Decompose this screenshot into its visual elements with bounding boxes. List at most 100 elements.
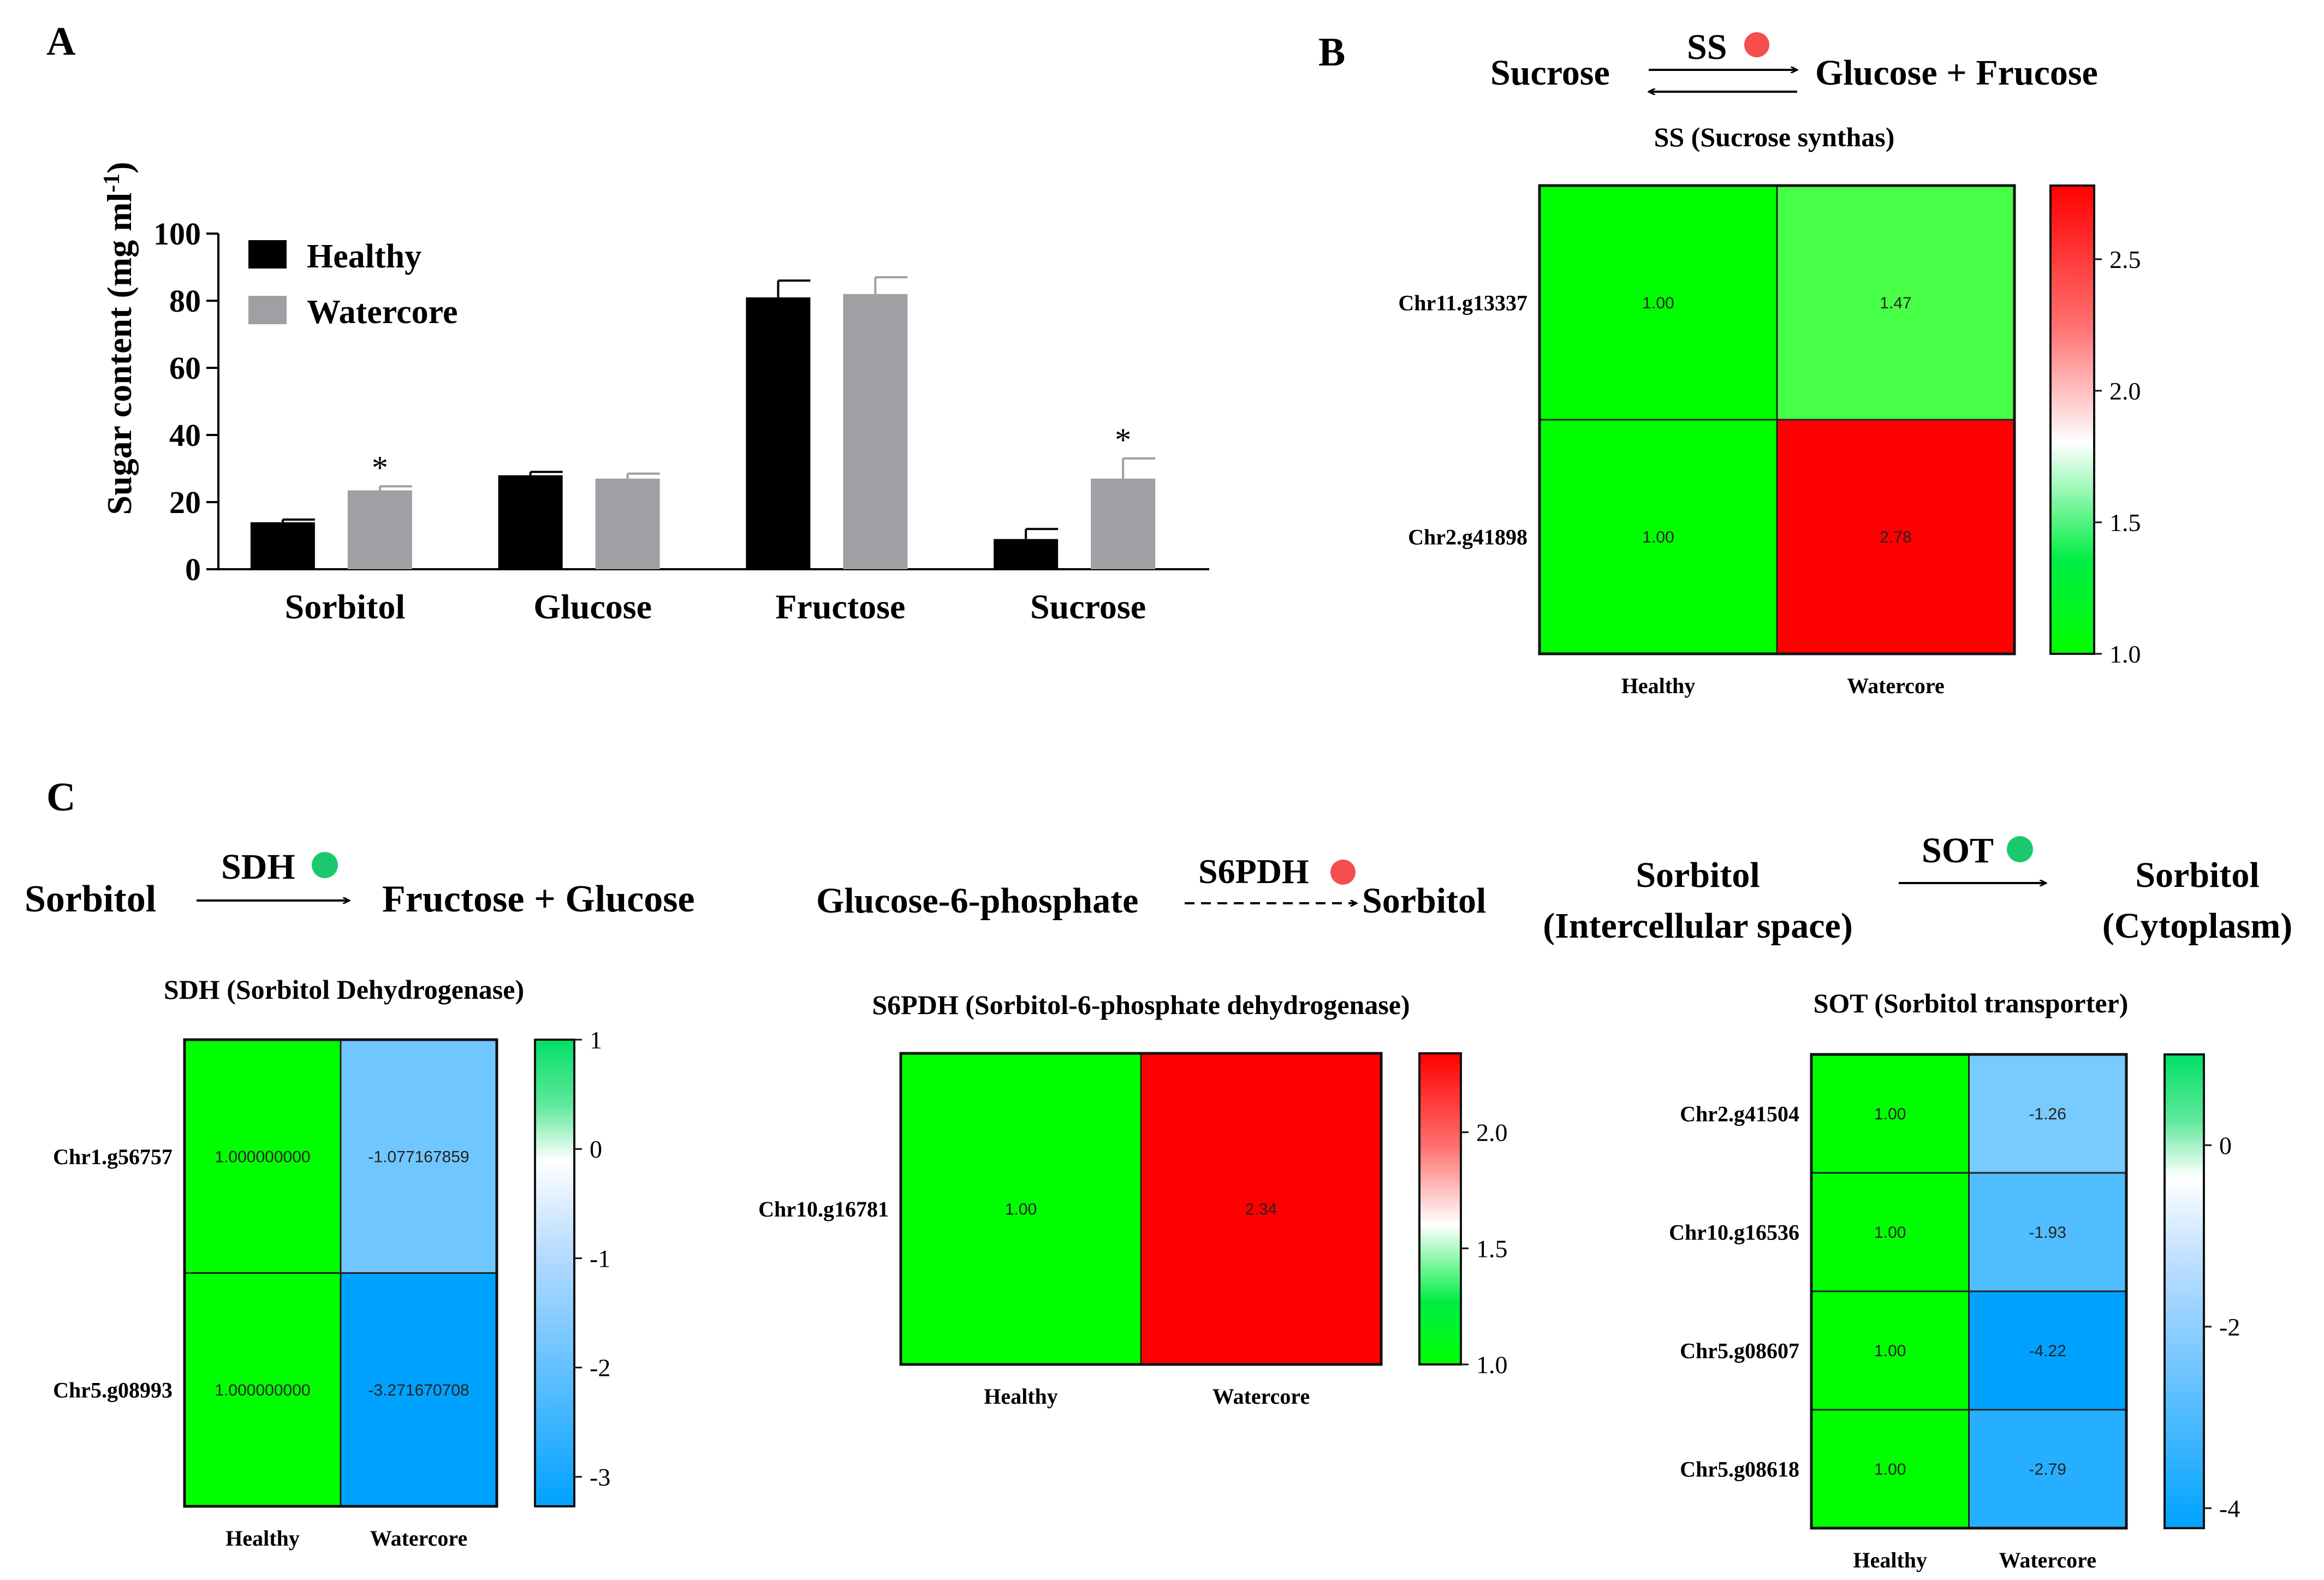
significance-marker: * [1115,422,1131,458]
x-tick-label: Fructose [775,587,905,626]
heatmap-cell [1538,184,1778,421]
y-tick-label: 20 [169,485,201,520]
x-tick-label: Glucose [533,587,652,626]
reaction-sot-caption: SOT (Sorbitol transporter) [1814,988,2129,1018]
heatmap-cell [1810,1053,1970,1174]
colorbar [2163,1053,2205,1529]
sugar-content-bar-chart: 0 20 40 60 80 100 Sorbitol Glucose Fructose Sucr… [99,162,1209,626]
x-tick-label: Sorbitol [285,587,405,626]
heatmap-sot: 1.00 -1.26 Chr2.g41504 1.00 -1.93 Chr10.g1653… [1669,1053,2240,1572]
heatmap-cell-value: -2.79 [2029,1460,2066,1478]
y-axis: 0 20 40 60 80 100 [153,216,219,587]
row-label: Chr5.g08993 [53,1378,173,1402]
heatmap-cell-value: 2.34 [1245,1201,1277,1219]
heatmap-cell [340,1039,498,1274]
colorbar [2049,184,2095,655]
heatmap-cell-value: 2.78 [1880,528,1911,546]
column-label: Healthy [1621,673,1696,698]
colorbar-tick-label: 2.0 [2109,377,2141,405]
heatmap-s6pdh: 1.00 2.34 Chr10.g16781 Healthy Watercore 2.0 1… [758,1052,1508,1409]
bar-healthy [994,539,1059,569]
bar-watercore [347,490,412,569]
column-label: Watercore [1999,1548,2096,1572]
reaction-ss-caption: SS (Sucrose synthas) [1654,122,1895,152]
colorbar-tick-label: -2 [2219,1313,2240,1341]
row-label: Chr5.g08618 [1680,1457,1799,1482]
colorbar-tick-label: -3 [590,1463,610,1491]
reaction-ss: Sucrose SS Glucose + Frucose SS (Sucrose… [1490,27,2098,152]
colorbar-tick-label: 1 [590,1026,602,1054]
bars: ** [250,276,1156,569]
heatmap-cell-value: 1.00 [1874,1105,1906,1123]
colorbar-tick-label: -1 [590,1244,610,1272]
significance-marker: * [372,450,388,486]
heatmap-cell [1776,184,2016,421]
heatmap-cell-value: 1.00 [1642,528,1674,546]
legend-swatch-healthy [248,240,287,269]
y-tick-label: 100 [153,216,201,252]
heatmap-sdh: 1.000000000 -1.077167859 Chr1.g56757 1.0000… [53,1026,610,1551]
upregulated-dot-icon [1330,860,1356,885]
row-label: Chr11.g13337 [1398,291,1527,315]
column-label: Watercore [370,1526,467,1551]
heatmap-cell [1776,419,2016,655]
reaction-sot: Sorbitol (Intercellular space) SOT Sorbi… [1543,831,2292,1018]
heatmap-cell-value: -1.93 [2029,1224,2066,1242]
reaction-sot-enzyme: SOT [1922,831,1994,871]
x-tick-label: Sucrose [1030,587,1146,626]
heatmap-cell-value: 1.00 [1005,1201,1037,1219]
legend-label-watercore: Watercore [307,294,458,331]
colorbar-tick-label: 1.5 [2109,509,2141,536]
heatmap-cell [1968,1409,2127,1529]
column-label: Healthy [225,1526,300,1551]
colorbar-tick-label: 2.0 [1476,1119,1508,1147]
colorbar-tick-label: 0 [2219,1131,2232,1159]
heatmap-cell-value: 1.00 [1874,1224,1906,1242]
heatmap-cell-value: 1.47 [1880,294,1911,312]
y-axis-label: Sugar content (mg ml-1) [99,162,139,515]
legend-swatch-watercore [248,296,287,324]
heatmap-border [899,1052,1383,1366]
colorbar-tick-label: 1.0 [2109,640,2141,668]
heatmap-cell [1140,1052,1382,1366]
x-axis: Sorbitol Glucose Fructose Sucrose [218,568,1209,626]
column-label: Healthy [984,1384,1058,1409]
colorbar-tick-label: 2.5 [2109,246,2141,273]
reaction-sdh-substrate: Sorbitol [25,878,156,920]
bar-watercore [1091,478,1156,569]
heatmap-cell-value: 1.00 [1874,1342,1906,1360]
reaction-sot-product-location: (Cytoplasm) [2102,906,2292,946]
panel-label-c: C [46,775,75,820]
heatmap-cell-value: -1.077167859 [368,1148,469,1166]
bar-healthy [746,297,811,569]
reaction-ss-product: Glucose + Frucose [1815,53,2098,93]
colorbar-tick-label: -4 [2219,1494,2240,1522]
heatmap-ss: 1.00 1.47 Chr11.g13337 1.00 2.78 Chr2.g41898 H… [1398,184,2141,698]
y-tick-label: 80 [169,283,201,319]
legend: Healthy Watercore [248,238,458,331]
reaction-s6pdh-enzyme: S6PDH [1198,852,1309,891]
reaction-s6pdh-substrate: Glucose-6-phosphate [816,881,1138,921]
colorbar [534,1039,575,1507]
row-label: Chr1.g56757 [53,1144,173,1169]
row-label: Chr2.g41504 [1680,1102,1799,1126]
reaction-s6pdh-product: Sorbitol [1362,881,1486,921]
heatmap-cell-value: 1.000000000 [215,1381,310,1399]
reaction-ss-enzyme: SS [1687,27,1727,67]
legend-label-healthy: Healthy [307,238,421,275]
reaction-sdh-enzyme: SDH [221,847,295,887]
heatmap-cell-value: 1.00 [1642,294,1674,312]
bar-watercore [595,478,660,569]
heatmap-cell-value: 1.000000000 [215,1148,310,1166]
y-tick-label: 60 [169,350,201,386]
upregulated-dot-icon [1744,32,1769,57]
heatmap-cell-value: 1.00 [1874,1460,1906,1478]
heatmap-cell [1968,1172,2127,1292]
heatmap-cell [183,1039,342,1274]
heatmap-cell [1810,1172,1970,1292]
column-label: Watercore [1847,673,1944,698]
row-label: Chr10.g16536 [1669,1220,1799,1245]
heatmap-cell-value: -4.22 [2029,1342,2066,1360]
colorbar [1418,1052,1462,1366]
